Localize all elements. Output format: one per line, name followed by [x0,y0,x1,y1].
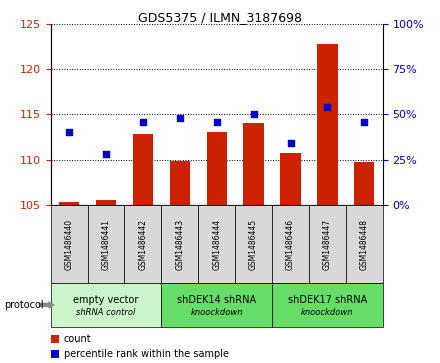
Text: GSM1486444: GSM1486444 [212,219,221,270]
Text: percentile rank within the sample: percentile rank within the sample [64,349,229,359]
Point [324,104,331,110]
Point [361,119,368,125]
Text: protocol: protocol [4,300,44,310]
Bar [206,132,227,205]
Point [66,130,73,135]
Point [139,119,147,125]
Text: GSM1486441: GSM1486441 [102,219,110,270]
Text: GDS5375 / ILMN_3187698: GDS5375 / ILMN_3187698 [138,11,302,24]
Point [103,151,110,157]
Bar [133,134,153,205]
Bar [354,163,374,205]
Text: GSM1486445: GSM1486445 [249,219,258,270]
Text: knoockdown: knoockdown [301,308,354,317]
Point [176,115,183,121]
Bar [317,44,337,205]
Text: knoockdown: knoockdown [191,308,243,317]
Bar [280,153,301,205]
Text: GSM1486447: GSM1486447 [323,219,332,270]
Text: shDEK14 shRNA: shDEK14 shRNA [177,295,256,305]
Bar [243,123,264,205]
Text: empty vector: empty vector [73,295,139,305]
Text: count: count [64,334,92,344]
Text: shDEK17 shRNA: shDEK17 shRNA [288,295,367,305]
Text: GSM1486440: GSM1486440 [65,219,73,270]
Text: shRNA control: shRNA control [76,308,136,317]
Text: GSM1486448: GSM1486448 [360,219,369,270]
Point [213,119,220,125]
Bar [96,200,116,205]
Bar [59,203,79,205]
Point [250,111,257,117]
Text: GSM1486446: GSM1486446 [286,219,295,270]
Text: GSM1486443: GSM1486443 [175,219,184,270]
Text: GSM1486442: GSM1486442 [138,219,147,270]
Bar [170,160,190,205]
Point [287,140,294,146]
